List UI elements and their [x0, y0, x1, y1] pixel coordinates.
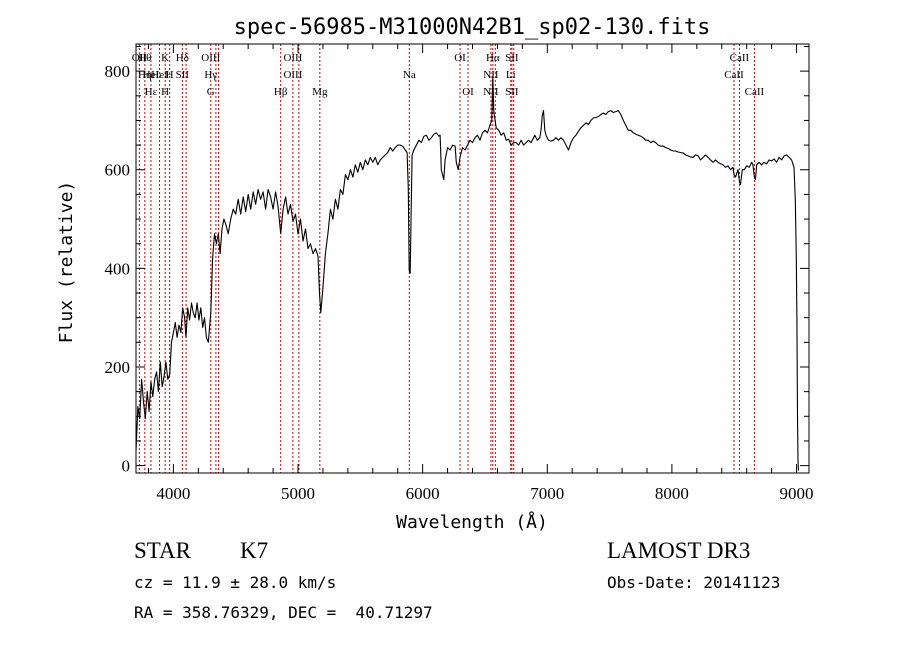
line-label: H — [166, 69, 174, 81]
line-label: HeI — [143, 69, 160, 81]
line-label: CaII — [730, 52, 750, 64]
chart-title: spec-56985-M31000N42B1_sp02-130.fits — [234, 15, 711, 40]
y-tick-label: 200 — [105, 358, 131, 377]
line-label: OIII — [201, 52, 220, 64]
line-label: SII — [176, 69, 190, 81]
line-label: NII — [483, 86, 499, 98]
line-label: Hβ — [274, 86, 288, 98]
x-tick-label: 8000 — [655, 484, 689, 503]
object-class: STAR — [134, 538, 191, 563]
line-label: Na — [403, 69, 416, 81]
line-label: CaII — [745, 86, 765, 98]
x-tick-label: 4000 — [156, 484, 190, 503]
line-label: OIII — [283, 69, 302, 81]
line-label: SII — [505, 86, 519, 98]
line-label: Li — [506, 69, 516, 81]
line-label: Hη — [138, 69, 152, 81]
x-tick-label: 7000 — [530, 484, 564, 503]
plot-frame — [135, 43, 810, 474]
y-tick-label: 800 — [105, 62, 131, 81]
y-axis-label: Flux (relative) — [56, 181, 77, 344]
line-label: H — [161, 86, 169, 98]
line-label: HeI — [151, 69, 168, 81]
line-label: OI — [462, 86, 474, 98]
axes: 4000 5000 6000 7000 8000 9000 0 200 400 600 800 — [105, 43, 814, 503]
y-tick-label: 400 — [105, 259, 131, 278]
survey-name: LAMOST DR3 — [607, 538, 751, 563]
line-label: CaII — [724, 69, 744, 81]
x-tick-label: 5000 — [281, 484, 315, 503]
redshift-velocity: cz = 11.9 ± 28.0 km/s — [134, 573, 337, 592]
line-label: Mg — [312, 86, 328, 98]
y-tick-label: 600 — [105, 161, 131, 180]
observation-date: Obs-Date: 20141123 — [607, 573, 781, 592]
line-label: Hγ — [204, 69, 217, 81]
line-label: Hδ — [176, 52, 189, 64]
y-tick-label: 0 — [122, 457, 131, 476]
line-label: K — [161, 52, 169, 64]
x-tick-label: 9000 — [780, 484, 814, 503]
spectrum-line — [135, 75, 799, 471]
line-label: OI — [454, 52, 466, 64]
x-axis-label: Wavelength (Å) — [396, 511, 548, 533]
coordinates: RA = 358.76329, DEC = 40.71297 — [134, 603, 433, 622]
line-label: OIII — [283, 52, 302, 64]
line-label: SII — [505, 52, 519, 64]
line-label: Hθ — [138, 52, 151, 64]
line-label: NII — [483, 69, 499, 81]
subclass: K7 — [240, 538, 269, 563]
line-label: Hε — [145, 86, 158, 98]
line-markers — [138, 44, 755, 473]
line-label: Hα — [486, 52, 500, 64]
x-tick-label: 6000 — [406, 484, 440, 503]
line-label: G — [207, 86, 215, 98]
